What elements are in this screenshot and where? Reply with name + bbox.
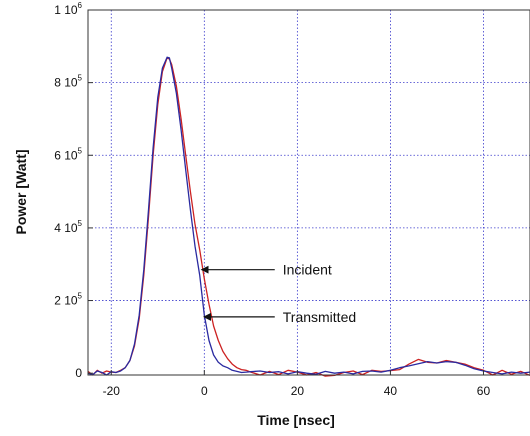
series-group <box>87 56 530 377</box>
series-line-transmitted <box>87 56 530 376</box>
y-tick-label: 4 105 <box>54 219 82 235</box>
x-tick-label: 0 <box>201 384 208 398</box>
y-tick-label: 2 105 <box>54 292 82 308</box>
y-tick-label-base: 1 10 <box>54 3 78 17</box>
y-tick-label: 0 <box>75 366 82 380</box>
y-tick-label-base: 6 10 <box>54 148 78 162</box>
y-tick-label-base: 4 10 <box>54 221 78 235</box>
y-tick-label-exponent: 5 <box>78 74 83 83</box>
y-tick-label: 1 106 <box>54 1 82 17</box>
y-tick-label-exponent: 5 <box>78 146 83 155</box>
y-tick-label-exponent: 5 <box>78 219 83 228</box>
x-tick-label: 20 <box>291 384 305 398</box>
y-tick-label-exponent: 5 <box>78 292 83 301</box>
y-tick-label-base: 8 10 <box>54 76 78 90</box>
x-tick-label: 40 <box>384 384 398 398</box>
x-tick-labels: -20 0 20 40 60 <box>103 384 491 398</box>
x-tick-label: -20 <box>103 384 121 398</box>
annotation-label: Incident <box>283 262 332 278</box>
tick-marks <box>88 9 484 375</box>
plot-frame <box>87 9 530 376</box>
annotations: Incident Transmitted <box>200 262 356 325</box>
annotation-label: Transmitted <box>283 309 356 325</box>
x-tick-label: 60 <box>477 384 491 398</box>
y-tick-label-base: 2 10 <box>54 294 78 308</box>
x-axis-title: Time [nsec] <box>257 412 335 428</box>
y-tick-label: 8 105 <box>54 74 82 90</box>
grid <box>88 10 530 375</box>
y-tick-label-exponent: 6 <box>78 1 83 10</box>
y-axis-title: Power [Watt] <box>13 149 29 234</box>
y-tick-label-base: 0 <box>75 366 82 380</box>
y-tick-label: 6 105 <box>54 146 82 162</box>
